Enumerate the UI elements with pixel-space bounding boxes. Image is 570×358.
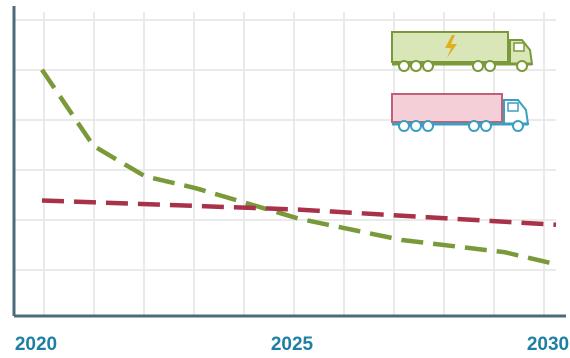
diesel-truck-icon — [391, 93, 530, 132]
x-tick-label: 2025 — [271, 334, 314, 355]
diesel-truck-trailer — [391, 93, 503, 123]
electric-truck-trailer — [391, 31, 509, 63]
series-line-electric-truck — [40, 68, 557, 267]
electric-truck-icon — [391, 31, 534, 72]
x-tick-label: 2030 — [527, 334, 569, 355]
axes — [12, 6, 566, 318]
diesel-truck-window — [507, 102, 519, 112]
series-line-diesel-truck — [41, 198, 557, 228]
diesel-truck-wheels — [398, 120, 524, 132]
electric-truck-window — [513, 42, 525, 52]
lightning-bolt-icon — [445, 35, 457, 58]
electric-truck-wheels — [398, 60, 528, 72]
series-lines — [40, 68, 557, 267]
x-tick-labels: 2020 2025 2030 — [15, 334, 569, 355]
x-tick-label: 2020 — [15, 334, 57, 355]
